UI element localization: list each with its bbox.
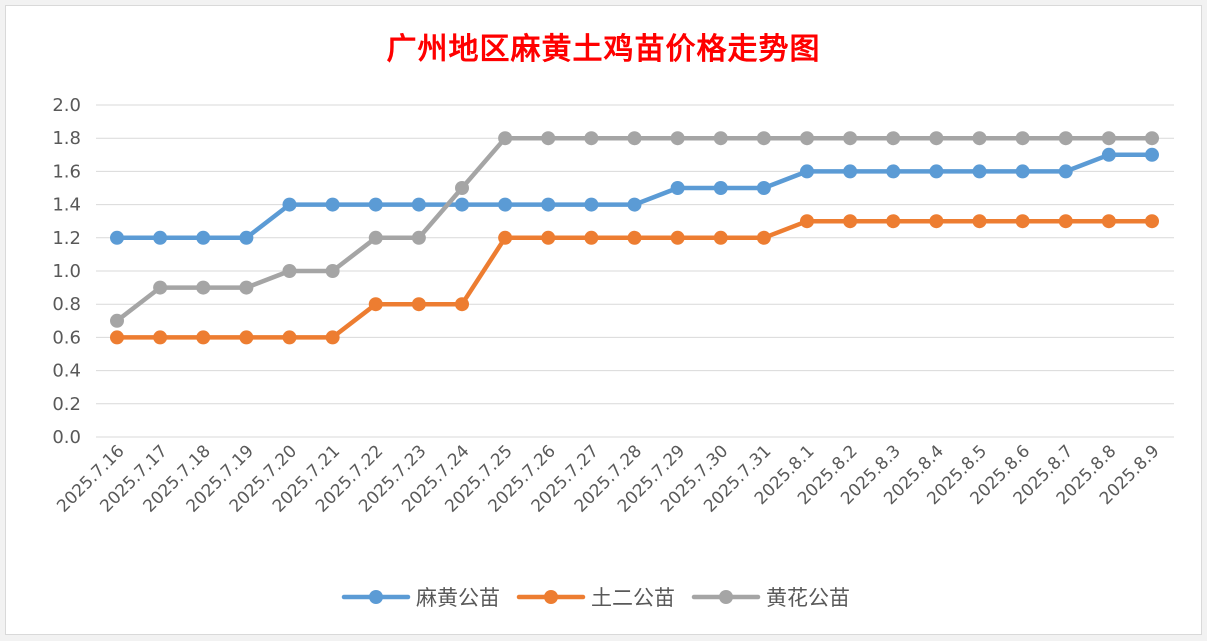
plot-area: 0.00.20.40.60.81.01.21.41.61.82.02025.7.… — [52, 95, 1174, 610]
data-point — [239, 230, 254, 245]
y-tick-label: 0.6 — [52, 327, 81, 348]
data-point — [670, 230, 685, 245]
data-point — [455, 297, 469, 312]
data-point — [110, 330, 124, 345]
data-point — [239, 280, 254, 295]
data-point — [843, 164, 858, 179]
y-tick-label: 1.0 — [52, 261, 81, 282]
data-point — [282, 330, 297, 345]
data-point — [929, 164, 944, 179]
data-point — [972, 164, 987, 179]
data-point — [1101, 131, 1116, 146]
data-point — [713, 181, 728, 195]
legend-marker — [719, 590, 733, 604]
data-point — [972, 131, 987, 146]
data-point — [110, 313, 124, 328]
data-point — [411, 297, 426, 312]
data-point — [756, 230, 771, 245]
data-point — [1058, 214, 1073, 229]
data-point — [239, 330, 254, 345]
data-point — [843, 131, 858, 146]
data-point — [843, 214, 858, 229]
data-point — [972, 214, 987, 229]
data-point — [541, 230, 556, 245]
y-tick-label: 0.0 — [52, 427, 81, 448]
data-point — [1145, 214, 1159, 229]
y-tick-label: 1.8 — [52, 128, 81, 149]
data-point — [455, 181, 469, 195]
data-point — [282, 197, 297, 212]
legend-label: 土二公苗 — [591, 586, 675, 610]
data-point — [196, 330, 211, 345]
data-point — [1101, 147, 1116, 162]
data-point — [411, 197, 426, 212]
y-tick-label: 0.2 — [52, 394, 81, 415]
data-point — [325, 330, 340, 345]
data-point — [713, 131, 728, 146]
data-point — [368, 297, 383, 312]
data-point — [411, 230, 426, 245]
chart-area: 广州地区麻黄土鸡苗价格走势图 0.0 0.2 0.4 0.6 0.8 1.0 1.2 1.4 1… — [5, 5, 1202, 635]
data-point — [196, 280, 211, 295]
data-point — [368, 197, 383, 212]
data-point — [368, 230, 383, 245]
series-line — [114, 135, 1155, 324]
data-point — [670, 131, 685, 146]
data-point — [627, 197, 642, 212]
data-point — [498, 197, 513, 212]
chart-title: 广州地区麻黄土鸡苗价格走势图 — [386, 32, 821, 67]
data-point — [196, 230, 211, 245]
data-point — [541, 197, 556, 212]
data-point — [756, 181, 771, 195]
data-point — [1015, 214, 1030, 229]
data-point — [498, 131, 513, 146]
data-point — [1058, 131, 1073, 146]
data-point — [756, 131, 771, 146]
y-tick-label: 2.0 — [52, 95, 81, 116]
data-point — [153, 230, 168, 245]
data-point — [886, 214, 901, 229]
data-point — [1101, 214, 1116, 229]
data-point — [670, 181, 685, 195]
data-point — [929, 131, 944, 146]
data-point — [800, 131, 814, 146]
data-point — [455, 197, 469, 212]
data-point — [282, 264, 297, 278]
data-point — [1145, 131, 1159, 146]
data-point — [325, 264, 340, 278]
data-point — [325, 197, 340, 212]
y-tick-label: 0.4 — [52, 361, 81, 382]
data-point — [153, 280, 168, 295]
data-point — [800, 214, 814, 229]
data-point — [627, 131, 642, 146]
data-point — [584, 197, 599, 212]
data-point — [800, 164, 814, 179]
y-tick-label: 1.4 — [52, 195, 81, 216]
legend-marker — [369, 590, 383, 604]
data-point — [584, 131, 599, 146]
data-point — [584, 230, 599, 245]
legend-marker — [544, 590, 558, 604]
data-point — [110, 230, 124, 245]
y-tick-label: 1.2 — [52, 228, 81, 249]
series-line — [114, 152, 1155, 241]
data-point — [541, 131, 556, 146]
data-point — [929, 214, 944, 229]
legend-label: 黄花公苗 — [766, 586, 850, 610]
data-point — [886, 131, 901, 146]
y-tick-label: 1.6 — [52, 161, 81, 182]
legend-label: 麻黄公苗 — [416, 586, 500, 610]
data-point — [1015, 164, 1030, 179]
data-point — [1058, 164, 1073, 179]
y-tick-label: 0.8 — [52, 294, 81, 315]
data-point — [498, 230, 513, 245]
data-point — [713, 230, 728, 245]
data-point — [153, 330, 168, 345]
data-point — [1015, 131, 1030, 146]
data-point — [627, 230, 642, 245]
data-point — [1145, 147, 1159, 162]
data-point — [886, 164, 901, 179]
